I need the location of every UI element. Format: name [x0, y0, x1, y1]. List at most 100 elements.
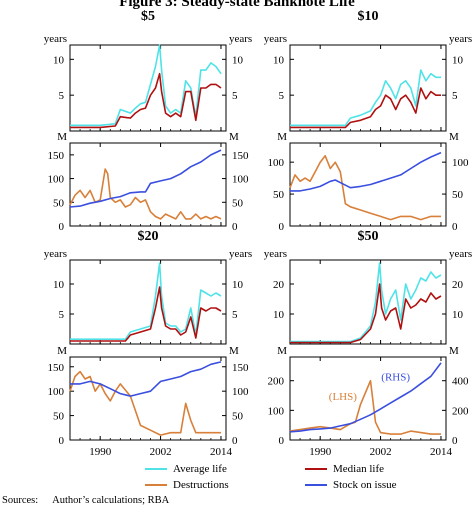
y-tick-label-top-right-3-1: 20 [452, 279, 464, 291]
panel-title-0: $5 [141, 9, 155, 24]
legend-swatch-median [305, 468, 327, 470]
legend-swatch-destructions [145, 484, 167, 486]
y-tick-label-bottom-right-0-0: 0 [232, 221, 238, 233]
unit-label-left-top-0: years [44, 33, 67, 45]
y-tick-label-bottom-left-2-2: 100 [48, 386, 65, 398]
unit-label-right-top-1: years [449, 33, 472, 45]
series-average-top-3 [290, 262, 442, 343]
x-tick-label-3-0: 1990 [309, 446, 332, 458]
plot-frame-3-0 [289, 259, 447, 345]
series-average-top-0 [70, 44, 222, 127]
y-tick-label-top-left-3-0: 10 [273, 309, 285, 321]
unit-label-left-top-1: years [264, 33, 287, 45]
y-tick-label-top-right-0-0: 5 [232, 90, 238, 102]
plot-frame-1-1 [289, 142, 447, 227]
y-tick-label-bottom-right-3-1: 200 [452, 405, 469, 417]
unit-label-right-top-3: years [449, 248, 472, 260]
legend-item-average: Average life [145, 462, 227, 476]
source-label: Sources: [2, 495, 39, 506]
series-median-top-2 [70, 286, 222, 342]
y-tick-label-top-right-0-1: 10 [232, 54, 244, 66]
unit-label-left-top-2: years [44, 248, 67, 260]
legend-label-median: Median life [333, 463, 385, 475]
unit-label-right-bottom-3: M [449, 345, 459, 357]
series-stock-bottom-3 [289, 362, 442, 433]
panel-title-3: $50 [358, 229, 379, 244]
y-tick-label-bottom-left-2-1: 50 [53, 411, 65, 423]
series-average-top-1 [290, 69, 441, 127]
y-tick-label-top-left-0-1: 10 [53, 54, 65, 66]
y-tick-label-bottom-right-0-1: 50 [232, 197, 244, 209]
figure-title: Figure 3: Steady-state Banknote Life [119, 0, 355, 10]
y-tick-label-top-right-3-0: 10 [452, 309, 464, 321]
plot-frame-3-1 [289, 356, 447, 441]
source-text: Author’s calculations; RBA [52, 495, 170, 506]
legend-item-median: Median life [305, 462, 384, 476]
x-tick-label-3-1: 2002 [370, 446, 392, 458]
y-tick-label-bottom-left-3-2: 200 [268, 376, 285, 388]
plot-frame-0-1 [69, 142, 227, 227]
y-tick-label-bottom-left-0-0: 0 [59, 221, 65, 233]
unit-label-left-bottom-2: M [57, 345, 67, 357]
legend-swatch-average [145, 468, 167, 470]
y-tick-label-bottom-left-3-0: 0 [279, 435, 285, 447]
series-destructions-bottom-0 [69, 168, 222, 220]
plot-frame-1-0 [289, 44, 447, 132]
y-tick-label-top-left-1-0: 5 [279, 90, 285, 102]
y-tick-label-top-left-0-0: 5 [59, 90, 65, 102]
legend-label-average: Average life [173, 463, 227, 475]
unit-label-left-bottom-0: M [57, 131, 67, 143]
unit-label-right-bottom-1: M [449, 131, 459, 143]
unit-label-right-bottom-0: M [229, 131, 239, 143]
y-tick-label-top-left-3-1: 20 [273, 279, 285, 291]
y-tick-label-bottom-right-1-0: 0 [452, 221, 458, 233]
legend-item-stock: Stock on issue [305, 478, 397, 492]
unit-label-right-top-0: years [229, 33, 252, 45]
legend-swatch-stock [305, 484, 327, 486]
y-tick-label-bottom-right-2-3: 150 [232, 362, 249, 374]
legend: Average life Median life Destructions St… [110, 462, 450, 494]
series-stock-bottom-1 [290, 151, 442, 192]
plot-frame-0-0 [69, 44, 227, 132]
y-tick-label-bottom-left-0-3: 150 [48, 150, 65, 162]
y-tick-label-bottom-left-1-0: 0 [279, 221, 285, 233]
legend-label-stock: Stock on issue [333, 479, 397, 491]
unit-label-left-bottom-3: M [277, 345, 287, 357]
y-tick-label-bottom-right-3-2: 400 [452, 376, 469, 388]
y-tick-label-bottom-right-1-2: 100 [452, 157, 469, 169]
unit-label-left-bottom-1: M [277, 131, 287, 143]
y-tick-label-bottom-left-0-1: 50 [53, 197, 65, 209]
y-tick-label-top-right-1-0: 5 [452, 90, 458, 102]
unit-label-left-top-3: years [264, 248, 287, 260]
x-tick-label-2-1: 2002 [150, 446, 172, 458]
y-tick-label-bottom-left-1-1: 50 [273, 189, 285, 201]
panel-title-1: $10 [358, 9, 379, 24]
annotation-stock-3: (RHS) [381, 372, 410, 384]
y-tick-label-bottom-right-3-0: 0 [452, 435, 458, 447]
y-tick-label-bottom-left-0-2: 100 [48, 174, 65, 186]
legend-item-destructions: Destructions [145, 478, 229, 492]
y-tick-label-top-right-2-1: 10 [232, 279, 244, 291]
series-median-top-0 [70, 72, 222, 129]
y-tick-label-bottom-right-0-2: 100 [232, 174, 249, 186]
y-tick-label-bottom-right-1-1: 50 [452, 189, 464, 201]
unit-label-right-top-2: years [229, 248, 252, 260]
series-destructions-bottom-1 [289, 155, 441, 221]
y-tick-label-top-left-2-1: 10 [53, 279, 65, 291]
plot-frame-2-1 [69, 356, 227, 441]
y-tick-label-bottom-right-2-2: 100 [232, 386, 249, 398]
y-tick-label-bottom-left-2-3: 150 [48, 362, 65, 374]
x-tick-label-2-2: 2014 [210, 446, 233, 458]
series-average-top-2 [70, 262, 222, 341]
y-tick-label-bottom-right-0-3: 150 [232, 150, 249, 162]
y-tick-label-bottom-right-2-0: 0 [232, 435, 238, 447]
unit-label-right-bottom-2: M [229, 345, 239, 357]
x-tick-label-3-2: 2014 [430, 446, 453, 458]
series-median-top-1 [290, 87, 441, 129]
y-tick-label-bottom-right-2-1: 50 [232, 411, 244, 423]
y-tick-label-bottom-left-1-2: 100 [268, 157, 285, 169]
series-stock-bottom-0 [69, 149, 222, 208]
y-tick-label-top-left-2-0: 5 [59, 309, 65, 321]
panel-title-2: $20 [138, 229, 159, 244]
